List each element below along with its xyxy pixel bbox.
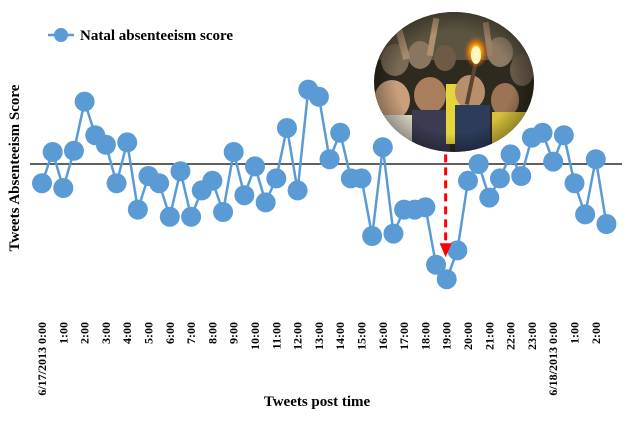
data-point [181,206,202,227]
series-layer [32,79,617,290]
data-point [500,144,521,165]
x-tick-label: 10:00 [248,322,262,350]
data-point [202,170,223,191]
data-point [436,269,457,290]
data-point [213,202,234,222]
legend: Natal absenteeism score [48,28,233,44]
data-point [106,173,127,194]
data-point [74,91,95,112]
x-tick-label: 7:00 [184,322,198,344]
data-point [117,132,138,153]
y-axis-title: Tweets Absenteeism Score [7,84,23,251]
data-point [95,134,116,155]
data-point [468,154,489,174]
data-point [351,168,372,189]
x-tick-label: 20:00 [461,322,475,350]
x-tick-label: 14:00 [333,322,347,350]
data-point [149,173,170,194]
x-tick-label: 22:00 [504,322,518,350]
x-tick-label: 1:00 [568,322,582,344]
x-tick-label: 21:00 [482,322,496,350]
x-tick-label: 12:00 [291,322,305,350]
data-point [372,137,393,158]
data-point [532,122,553,143]
data-point [553,125,574,146]
data-point [266,168,287,189]
data-point [489,168,510,189]
data-point [543,151,564,172]
data-point [319,149,340,170]
data-point [32,173,52,194]
data-point [426,254,447,275]
data-point [308,86,329,107]
data-point [330,122,351,143]
data-point [447,240,468,261]
x-tick-label: 2:00 [78,322,92,344]
data-point [575,204,596,225]
data-point [255,192,276,213]
data-point [479,187,500,208]
x-tick-label: 11:00 [269,322,283,349]
x-tick-label: 6/17/2013 0:00 [35,322,49,396]
data-point [127,199,148,220]
x-tick-label: 16:00 [376,322,390,350]
x-axis-title: Tweets post time [264,394,371,410]
data-point [511,166,532,186]
data-point [287,180,308,201]
data-point [223,142,244,162]
data-point [564,173,585,194]
data-point [42,142,63,162]
x-tick-label: 15:00 [355,322,369,350]
protest-photo [374,12,534,152]
x-tick-label: 6:00 [163,322,177,344]
annotation-arrow-head [439,243,452,258]
x-tick-label: 23:00 [525,322,539,350]
x-tick-label: 2:00 [589,322,603,344]
x-tick-label: 8:00 [205,322,219,344]
data-point [415,197,436,218]
x-tick-label: 13:00 [312,322,326,350]
data-point [245,156,265,177]
annotation-layer [439,154,452,258]
data-point [596,214,617,234]
data-point [276,118,297,138]
data-point [362,226,383,246]
data-point [234,185,255,206]
data-point [159,206,180,227]
x-tick-label: 4:00 [120,322,134,344]
x-tick-label: 3:00 [99,322,113,344]
data-point [170,161,191,182]
x-tick-label: 6/18/2013 0:00 [546,322,560,396]
data-point [458,170,478,191]
data-point [53,178,74,198]
legend-label: Natal absenteeism score [80,28,233,44]
x-tick-label: 9:00 [227,322,241,344]
x-tick-label: 18:00 [418,322,432,350]
x-tick-label: 5:00 [142,322,156,344]
data-point [383,223,404,244]
data-point [585,149,606,170]
x-tick-labels: 6/17/2013 0:00 1:00 2:00 3:00 4:00 5:00 6:00 7:… [35,322,603,396]
x-tick-label: 19:00 [440,322,454,350]
data-point [63,140,84,161]
x-tick-label: 1:00 [56,322,70,344]
legend-marker-swatch [54,28,68,42]
x-tick-label: 17:00 [397,322,411,350]
